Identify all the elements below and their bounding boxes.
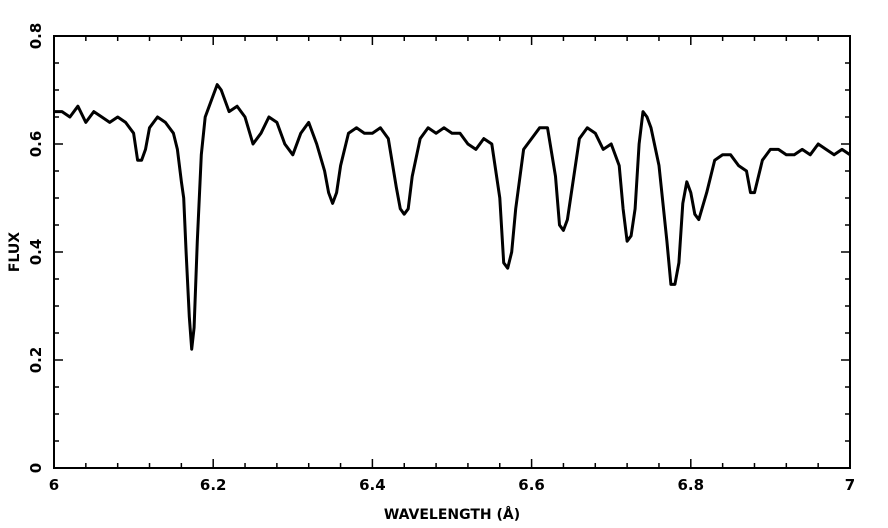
y-tick-label: 0.2	[27, 347, 45, 374]
series-line-flux	[54, 83, 851, 351]
x-tick-label: 6.8	[678, 476, 705, 494]
y-tick-label: 0.8	[27, 23, 45, 50]
y-axis-title: FLUX	[7, 232, 23, 272]
x-axis-title: WAVELENGTH (Å)	[384, 506, 520, 523]
plot-frame	[53, 35, 851, 469]
x-tick-label: 6.4	[359, 476, 386, 494]
y-tick-label: 0.4	[27, 239, 45, 266]
y-tick-label: 0.6	[27, 131, 45, 158]
x-tick-label: 7	[845, 476, 855, 494]
x-tick-label: 6.2	[200, 476, 227, 494]
x-tick-label: 6.6	[518, 476, 545, 494]
axis-tick-labels: 6 6.2 6.4 6.6 6.8 7 0 0.2 0.4 0.6 0.8	[27, 23, 855, 494]
x-tick-label: 6	[49, 476, 59, 494]
y-tick-label: 0	[27, 463, 45, 473]
axis-ticks	[54, 36, 850, 468]
